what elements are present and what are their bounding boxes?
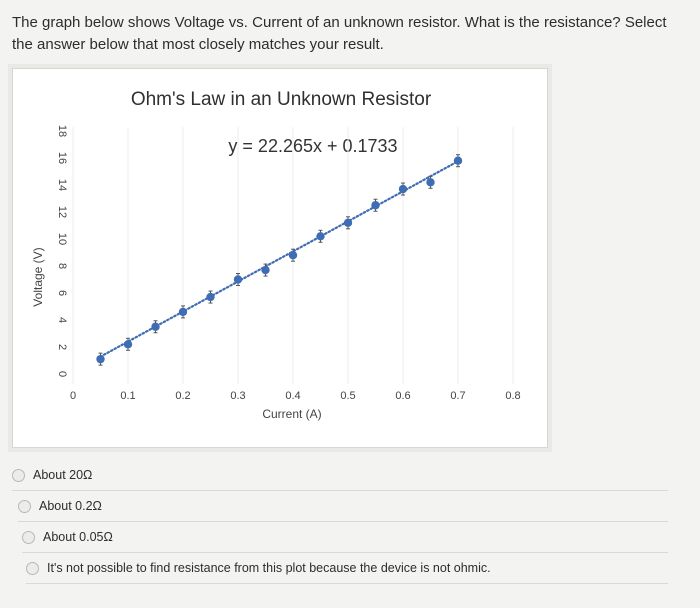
x-tick-label: 0.5 [340, 390, 355, 402]
trendline [99, 160, 460, 358]
answer-label: About 0.05Ω [43, 530, 113, 544]
x-tick-label: 0.3 [230, 390, 245, 402]
question-text: The graph below shows Voltage vs. Curren… [12, 14, 667, 53]
y-tick-label: 6 [56, 290, 68, 296]
y-tick-label: 0 [56, 371, 68, 377]
data-point [426, 178, 435, 187]
x-axis-label: Current (A) [262, 407, 321, 421]
y-tick-label: 14 [56, 179, 68, 191]
radio-button[interactable] [18, 499, 31, 513]
x-tick-label: 0 [70, 390, 76, 402]
radio-button[interactable] [22, 530, 35, 544]
data-point [178, 307, 188, 317]
answer-list: About 20Ω About 0.2Ω About 0.05Ω It's no… [12, 460, 668, 584]
data-point [261, 265, 270, 275]
data-point [123, 340, 133, 349]
y-tick-label: 16 [56, 152, 68, 164]
radio-button[interactable] [26, 561, 39, 575]
x-tick-label: 0.6 [395, 390, 410, 402]
data-point [343, 218, 353, 227]
chart-title: Ohm's Law in an Unknown Resistor [131, 89, 432, 110]
y-tick-label: 4 [56, 317, 68, 323]
data-points [96, 154, 463, 366]
answer-label: About 20Ω [33, 468, 93, 482]
data-point [371, 201, 380, 210]
y-tick-label: 8 [56, 263, 68, 269]
trendline-line [99, 160, 460, 358]
y-tick-label: 2 [56, 344, 68, 350]
answer-label: It's not possible to find resistance fro… [47, 561, 491, 575]
x-tick-label: 0.7 [450, 390, 465, 402]
answer-option[interactable]: About 0.2Ω [18, 491, 668, 522]
answer-option[interactable]: It's not possible to find resistance fro… [26, 553, 668, 584]
x-tick-label: 0.2 [175, 390, 190, 402]
data-point [151, 322, 160, 331]
answer-label: About 0.2Ω [39, 499, 102, 513]
x-tick-label: 0.8 [505, 390, 520, 402]
answer-option[interactable]: About 20Ω [12, 460, 668, 491]
radio-button[interactable] [12, 468, 25, 482]
data-point [453, 156, 463, 165]
data-point [288, 251, 298, 260]
data-point [398, 184, 408, 194]
answer-option[interactable]: About 0.05Ω [22, 522, 668, 553]
chart-svg: Ohm's Law in an Unknown Resistor y = 22.… [31, 89, 521, 421]
data-point [206, 292, 215, 302]
data-point [233, 275, 243, 284]
y-axis-label: Voltage (V) [31, 247, 45, 306]
x-tick-label: 0.4 [285, 390, 300, 402]
data-point [96, 354, 105, 364]
trendline-equation: y = 22.265x + 0.1733 [228, 136, 397, 156]
data-point [316, 232, 325, 241]
y-tick-label: 18 [56, 125, 68, 137]
y-tick-label: 12 [56, 206, 68, 218]
y-tick-label: 10 [56, 233, 68, 245]
tick-labels: 0 0.1 0.2 0.3 0.4 0.5 0.6 0.7 0.8 0 2 4 6 8 10 12 14 16 18 [56, 125, 521, 402]
chart-panel: Ohm's Law in an Unknown Resistor y = 22.… [12, 68, 548, 448]
x-tick-label: 0.1 [120, 390, 135, 402]
